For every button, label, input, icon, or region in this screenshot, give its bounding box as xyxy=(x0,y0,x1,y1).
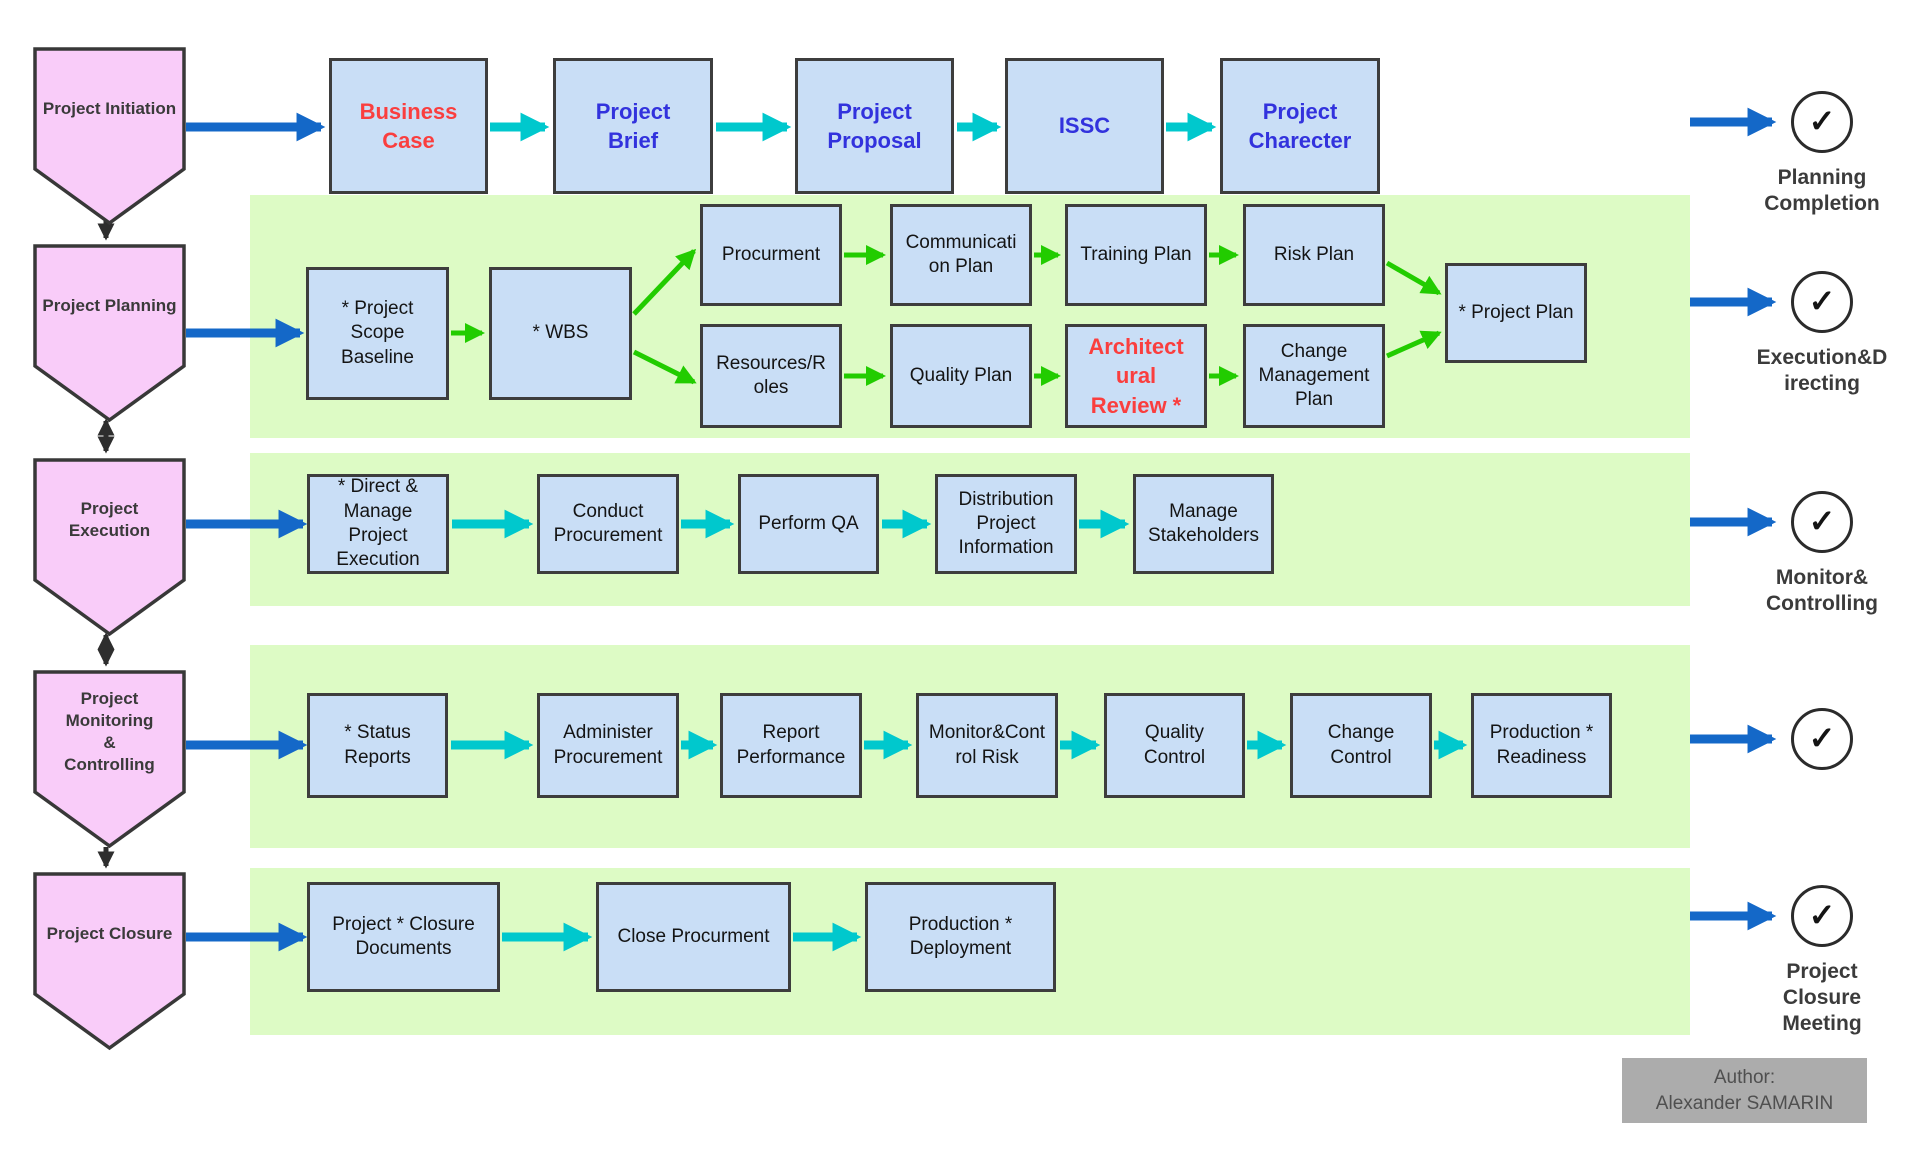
phase-label: Project Execution xyxy=(68,498,151,540)
milestone-label-2: Execution&D irecting xyxy=(1756,346,1888,396)
box-production-readiness: Production * Readiness xyxy=(1471,693,1612,798)
box-project-plan: * Project Plan xyxy=(1445,263,1587,363)
box-architect-ural-review: Architect ural Review * xyxy=(1065,324,1207,428)
box-business-case: Business Case xyxy=(329,58,488,194)
box-issc: ISSC xyxy=(1005,58,1164,194)
check-icon: ✓ xyxy=(1808,283,1836,319)
flow-arrow-green xyxy=(1385,260,1442,296)
box-project-scope-baseline: * Project Scope Baseline xyxy=(306,267,449,400)
phase-label: Project Planning xyxy=(42,295,177,315)
check-icon: ✓ xyxy=(1808,897,1836,933)
chevron-project-monitoring-controlling: Project Monitoring & Controlling xyxy=(33,670,186,850)
flow-arrow-green xyxy=(632,349,697,385)
box-monitor-cont-rol-risk: Monitor&Cont rol Risk xyxy=(916,693,1058,798)
box-manage-stakeholders: Manage Stakeholders xyxy=(1133,474,1274,574)
phase-label: Project Initiation xyxy=(42,98,177,118)
box-risk-plan: Risk Plan xyxy=(1243,204,1385,306)
box-perform-qa: Perform QA xyxy=(738,474,879,574)
box-change-management-plan: Change Management Plan xyxy=(1243,324,1385,428)
phase-label: Project Monitoring & Controlling xyxy=(64,688,155,775)
flow-arrow-green xyxy=(1385,330,1442,359)
milestone-check-4: ✓ xyxy=(1791,708,1853,770)
phase-label: Project Closure xyxy=(46,923,173,943)
chevron-shape xyxy=(33,872,186,1051)
box-project-proposal: Project Proposal xyxy=(795,58,954,194)
milestone-check-2: ✓ xyxy=(1791,271,1853,333)
milestone-check-1: ✓ xyxy=(1791,91,1853,153)
box-quality-plan: Quality Plan xyxy=(890,324,1032,428)
box-project-closure-documents: Project * Closure Documents xyxy=(307,882,500,992)
box-change-control: Change Control xyxy=(1290,693,1432,798)
box-wbs: * WBS xyxy=(489,267,632,400)
milestone-label-5: Project Closure Meeting xyxy=(1782,960,1862,1036)
chevron-project-planning: Project Planning xyxy=(33,244,186,424)
check-icon: ✓ xyxy=(1808,103,1836,139)
box-quality-control: Quality Control xyxy=(1104,693,1245,798)
chevron-shape xyxy=(33,47,186,226)
box-direct-manage-project-execution: * Direct & Manage Project Execution xyxy=(307,474,449,574)
box-project-charecter: Project Charecter xyxy=(1220,58,1380,194)
box-project-brief: Project Brief xyxy=(553,58,713,194)
box-resources-r-oles: Resources/R oles xyxy=(700,324,842,428)
box-close-procurment: Close Procurment xyxy=(596,882,791,992)
box-administer-procurement: Administer Procurement xyxy=(537,693,679,798)
box-report-performance: Report Performance xyxy=(720,693,862,798)
milestone-check-5: ✓ xyxy=(1791,885,1853,947)
box-communicati-on-plan: Communicati on Plan xyxy=(890,204,1032,306)
check-icon: ✓ xyxy=(1808,503,1836,539)
author-box: Author: Alexander SAMARIN xyxy=(1622,1058,1867,1123)
box-production-deployment: Production * Deployment xyxy=(865,882,1056,992)
chevron-project-closure: Project Closure xyxy=(33,872,186,1052)
milestone-label-3: Monitor& Controlling xyxy=(1766,566,1878,616)
chevron-shape xyxy=(33,670,186,849)
milestone-label-1: Planning Completion xyxy=(1764,166,1880,216)
chevron-shape xyxy=(33,244,186,423)
box-status-reports: * Status Reports xyxy=(307,693,448,798)
box-procurment: Procurment xyxy=(700,204,842,306)
chevron-project-execution: Project Execution xyxy=(33,458,186,638)
check-icon: ✓ xyxy=(1808,720,1836,756)
milestone-check-3: ✓ xyxy=(1791,491,1853,553)
chevron-project-initiation: Project Initiation xyxy=(33,47,186,227)
box-conduct-procurement: Conduct Procurement xyxy=(537,474,679,574)
flow-arrow-green xyxy=(632,248,697,316)
box-training-plan: Training Plan xyxy=(1065,204,1207,306)
box-distribution-project-information: Distribution Project Information xyxy=(935,474,1077,574)
chevron-shape xyxy=(33,458,186,637)
